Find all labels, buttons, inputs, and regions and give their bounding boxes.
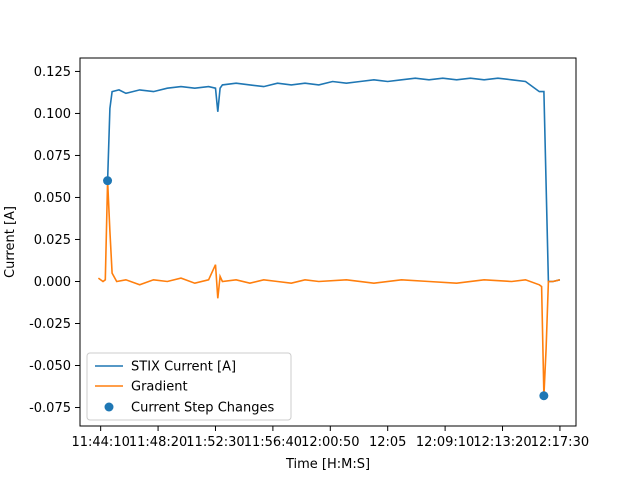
legend-label-step-changes: Current Step Changes [131,401,274,416]
legend: STIX Current [A] Gradient Current Step C… [86,352,292,421]
step-change-point-0 [103,176,113,186]
y-tick-label-6: 0.075 [34,149,71,164]
x-tick-label-7: 12:13:20 [473,435,531,450]
legend-swatch-step-changes [104,402,114,412]
x-tick-label-5: 12:05 [369,435,406,450]
y-axis-label: Current [A] [3,206,18,278]
legend-label-gradient: Gradient [131,380,188,395]
y-tick-label-4: 0.025 [34,233,71,248]
y-tick-label-0: -0.075 [29,401,71,416]
y-tick-label-7: 0.100 [34,107,71,122]
x-tick-label-6: 12:09:10 [416,435,474,450]
plot-frame [79,57,577,427]
y-tick-label-3: 0.000 [34,275,71,290]
y-tick-label-2: -0.025 [29,317,71,332]
series-line-1 [97,180,561,396]
plot-area [97,77,561,401]
y-tick-label-1: -0.050 [29,359,71,374]
y-tick-label-5: 0.050 [34,191,71,206]
x-tick-label-1: 11:48:20 [129,435,187,450]
x-axis: 11:44:10 11:48:20 11:52:30 11:56:40 12:00:50… [71,426,589,450]
x-tick-label-8: 12:17:30 [531,435,589,450]
y-axis: -0.075 -0.050 -0.025 0.000 0.025 0.050 0.075 0.… [29,65,80,416]
legend-label-stix-current: STIX Current [A] [131,360,236,375]
step-change-point-1 [539,391,549,401]
x-tick-label-2: 11:52:30 [186,435,244,450]
x-tick-label-3: 11:56:40 [244,435,302,450]
series-line-0 [106,77,561,283]
x-tick-label-4: 12:00:50 [301,435,359,450]
x-axis-label: Time [H:M:S] [285,457,370,472]
y-tick-label-8: 0.125 [34,65,71,80]
legend-box [86,352,292,421]
x-tick-label-0: 11:44:10 [71,435,129,450]
